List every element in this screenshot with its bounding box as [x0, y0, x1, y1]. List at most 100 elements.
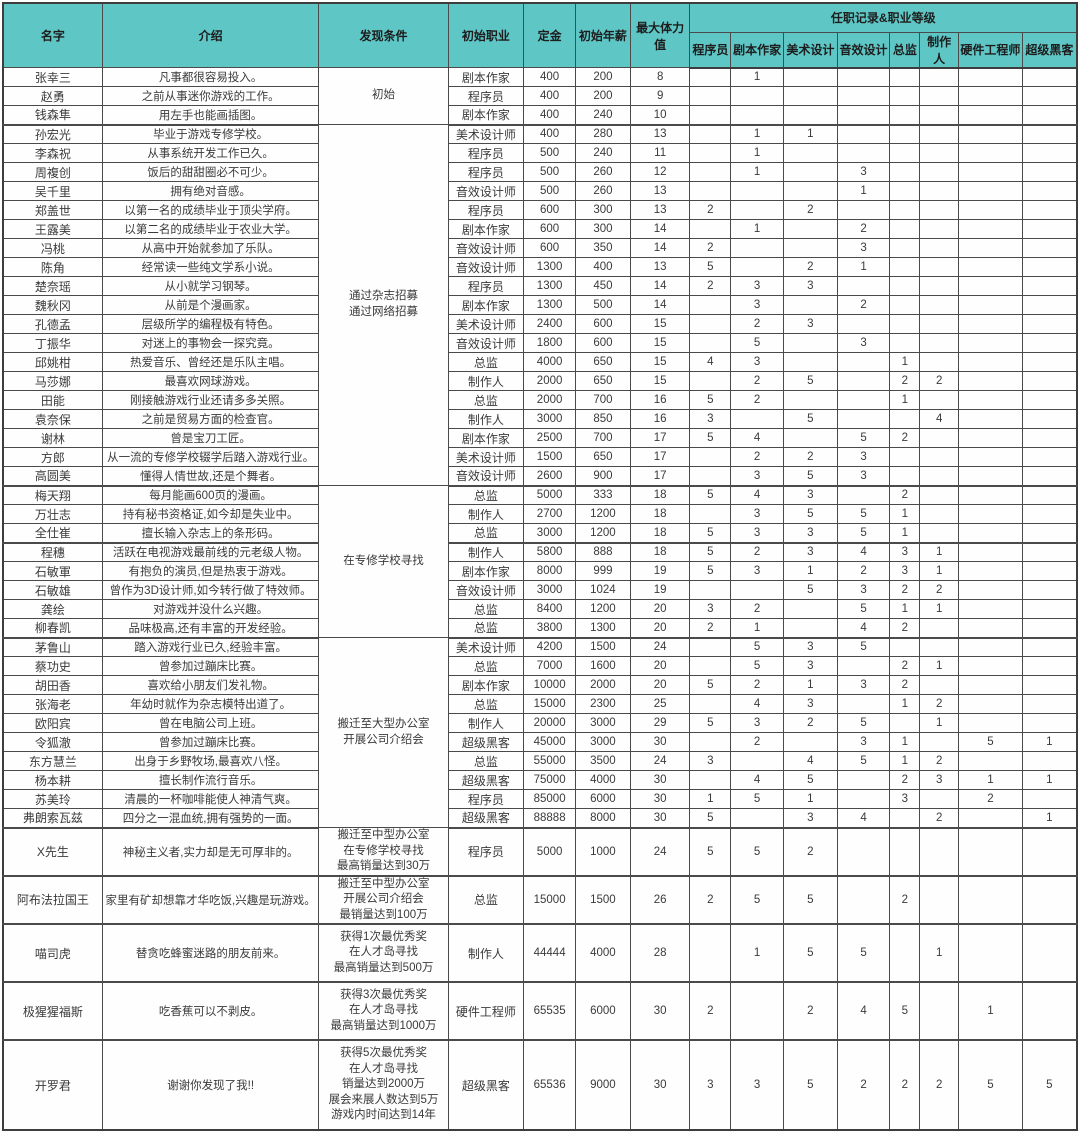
level-cell: [958, 428, 1023, 448]
level-cell: 5: [730, 789, 784, 809]
table-row: 柳春凯 品味极高,还有丰富的开发经验。 总监 3800 1300 20 2 1 4 2: [2, 618, 1078, 639]
level-cell: [1021, 295, 1078, 315]
level-cell: 5: [782, 770, 838, 790]
level-cell: 1: [730, 124, 784, 144]
level-cell: [836, 694, 891, 714]
salary-cell: 4000: [575, 770, 631, 790]
name-cell: 弗朗索瓦兹: [2, 808, 103, 829]
job-cell: 总监: [447, 485, 525, 505]
level-cell: 1: [889, 732, 921, 752]
level-cell: 1: [889, 390, 921, 410]
level-cell: 3: [730, 713, 784, 733]
level-cell: 5: [836, 599, 891, 619]
level-cell: 3: [782, 542, 838, 562]
level-cell: [919, 485, 960, 505]
stamina-cell: 8: [629, 67, 691, 87]
level-cell: [958, 143, 1023, 163]
level-cell: 5: [730, 875, 784, 926]
level-cell: [1021, 466, 1078, 487]
deposit-cell: 8000: [523, 561, 577, 581]
level-cell: [836, 390, 891, 410]
table-row: 冯桃 从高中开始就参加了乐队。 音效设计师 600 350 14 2 3: [2, 238, 1078, 258]
level-cell: 2: [836, 295, 891, 315]
level-cell: 2: [782, 981, 838, 1042]
condition-cell: 初始: [318, 67, 449, 125]
level-cell: [919, 333, 960, 353]
level-cell: 2: [836, 1039, 891, 1131]
level-cell: [919, 181, 960, 201]
table-row: 郑盖世 以第一名的成绩毕业于顶尖学府。 程序员 600 300 13 2 2: [2, 200, 1078, 220]
table-row: 田能 刚接触游戏行业还请多多关照。 总监 2000 700 16 5 2 1: [2, 390, 1078, 410]
level-cell: 1: [730, 618, 784, 639]
intro-cell: 饭后的甜甜圈必不可少。: [101, 162, 320, 182]
table-row: 魏秋冈 从前是个漫画家。 剧本作家 1300 500 14 3 2: [2, 295, 1078, 315]
level-cell: [889, 314, 921, 334]
level-cell: [1021, 67, 1078, 87]
level-cell: [689, 124, 732, 144]
level-cell: 2: [889, 875, 921, 926]
level-cell: 5: [836, 923, 891, 984]
salary-cell: 1600: [575, 656, 631, 676]
job-cell: 制作人: [447, 713, 525, 733]
stamina-cell: 20: [629, 675, 691, 695]
name-cell: 蔡功史: [2, 656, 103, 676]
level-cell: [689, 371, 732, 391]
level-cell: 2: [689, 238, 732, 258]
level-cell: 5: [782, 466, 838, 487]
level-cell: [730, 981, 784, 1042]
deposit-cell: 85000: [523, 789, 577, 809]
level-cell: 1: [836, 181, 891, 201]
name-cell: 钱森隼: [2, 105, 103, 126]
job-cell: 剧本作家: [447, 219, 525, 239]
level-cell: 5: [782, 504, 838, 524]
deposit-cell: 44444: [523, 923, 577, 984]
level-cell: [1021, 923, 1078, 984]
name-cell: 全仕崔: [2, 523, 103, 544]
level-cell: 2: [889, 618, 921, 639]
level-cell: 5: [1021, 1039, 1078, 1131]
level-cell: [836, 276, 891, 296]
level-cell: [1021, 314, 1078, 334]
col-header-programmer: 程序员: [689, 31, 732, 69]
level-cell: 4: [782, 751, 838, 771]
name-cell: 冯桃: [2, 238, 103, 258]
deposit-cell: 2000: [523, 371, 577, 391]
level-cell: 2: [919, 751, 960, 771]
level-cell: [782, 599, 838, 619]
level-cell: [958, 333, 1023, 353]
name-cell: 石敏雄: [2, 580, 103, 600]
level-cell: [889, 447, 921, 467]
table-row: 蔡功史 曾参加过蹦床比赛。 总监 7000 1600 20 5 3 2 1: [2, 656, 1078, 676]
salary-cell: 1024: [575, 580, 631, 600]
level-cell: [782, 390, 838, 410]
level-cell: [1021, 371, 1078, 391]
level-cell: 3: [730, 352, 784, 372]
level-cell: 5: [958, 1039, 1023, 1131]
level-cell: [1021, 826, 1078, 877]
table-row: 钱森隼 用左手也能画插图。 剧本作家 400 240 10: [2, 105, 1078, 126]
deposit-cell: 5800: [523, 542, 577, 562]
deposit-cell: 65536: [523, 1039, 577, 1131]
intro-cell: 谢谢你发现了我!!: [101, 1039, 320, 1131]
level-cell: [836, 789, 891, 809]
level-cell: [836, 875, 891, 926]
job-cell: 剧本作家: [447, 675, 525, 695]
name-cell: 方郎: [2, 447, 103, 467]
level-cell: [1021, 675, 1078, 695]
name-cell: 田能: [2, 390, 103, 410]
level-cell: 5: [782, 580, 838, 600]
level-cell: [1021, 105, 1078, 126]
salary-cell: 333: [575, 485, 631, 505]
deposit-cell: 2700: [523, 504, 577, 524]
job-cell: 美术设计师: [447, 124, 525, 144]
intro-cell: 出身于乡野牧场,最喜欢八怪。: [101, 751, 320, 771]
level-cell: [1021, 238, 1078, 258]
stamina-cell: 26: [629, 875, 691, 926]
stamina-cell: 18: [629, 523, 691, 544]
job-cell: 美术设计师: [447, 447, 525, 467]
level-cell: [782, 333, 838, 353]
level-cell: [1021, 124, 1078, 144]
level-cell: 3: [836, 447, 891, 467]
level-cell: 5: [782, 409, 838, 429]
stamina-cell: 13: [629, 181, 691, 201]
